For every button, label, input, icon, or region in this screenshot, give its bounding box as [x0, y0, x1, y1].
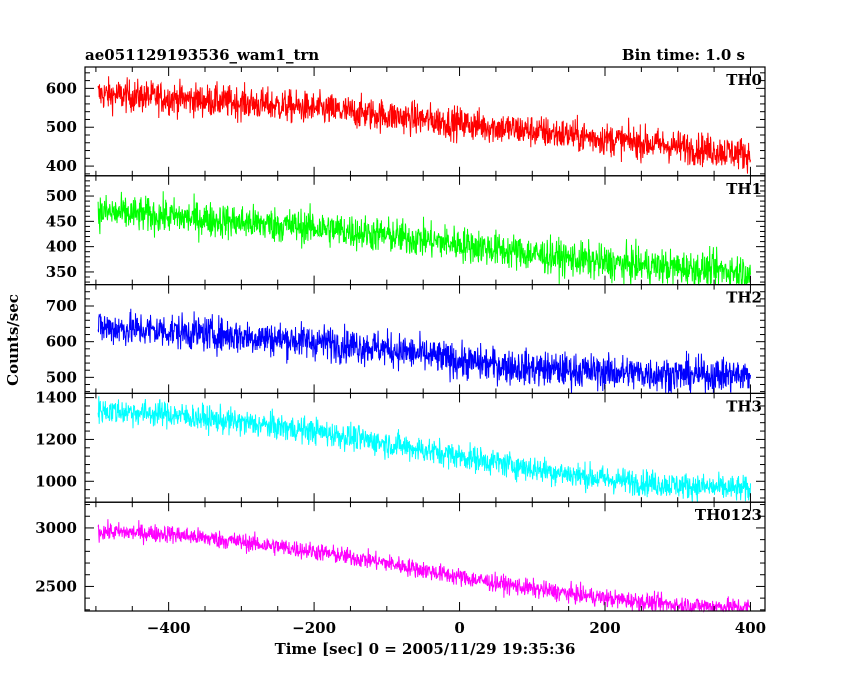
panel-label-th2: TH2 [726, 289, 762, 307]
x-tick-label: 0 [454, 619, 464, 637]
panel-label-th0: TH0 [726, 71, 762, 89]
y-tick-label: 3000 [35, 519, 77, 537]
x-tick-label: −400 [147, 619, 191, 637]
y-axis-label: Counts/sec [4, 294, 22, 386]
y-tick-label: 1000 [35, 472, 77, 490]
panel-label-th0123: TH0123 [695, 506, 762, 524]
x-tick-label: 200 [589, 619, 620, 637]
y-tick-label: 600 [46, 333, 77, 351]
panel-frame-th0123 [84, 501, 766, 612]
series-line-th1 [97, 191, 751, 287]
panel-label-th3: TH3 [726, 397, 762, 415]
chart-title: ae051129193536_wam1_trn [85, 46, 319, 64]
y-tick-label: 1200 [35, 430, 77, 448]
x-tick-label: −200 [292, 619, 336, 637]
series-line-th3 [97, 396, 751, 503]
panels-group: TH0 400 500 600 TH1 350 400 450 500 TH2 500 600 700 T… [35, 66, 766, 637]
x-axis-label: Time [sec] 0 = 2005/11/29 19:35:36 [275, 640, 576, 658]
panel-label-th1: TH1 [726, 180, 762, 198]
y-tick-label: 700 [46, 297, 77, 315]
series-line-th2 [97, 308, 751, 394]
x-tick-label: 400 [735, 619, 766, 637]
bin-time-label: Bin time: 1.0 s [622, 46, 745, 64]
y-tick-label: 600 [46, 79, 77, 97]
y-tick-label: 500 [46, 187, 77, 205]
y-tick-label: 400 [46, 238, 77, 256]
series-line-th0123 [97, 519, 751, 613]
y-tick-label: 450 [46, 212, 77, 230]
y-tick-label: 400 [46, 157, 77, 175]
y-tick-label: 500 [46, 368, 77, 386]
series-line-th0 [97, 76, 751, 174]
y-tick-label: 1400 [35, 389, 77, 407]
y-tick-label: 2500 [35, 577, 77, 595]
y-tick-label: 350 [46, 263, 77, 281]
y-tick-label: 500 [46, 118, 77, 136]
